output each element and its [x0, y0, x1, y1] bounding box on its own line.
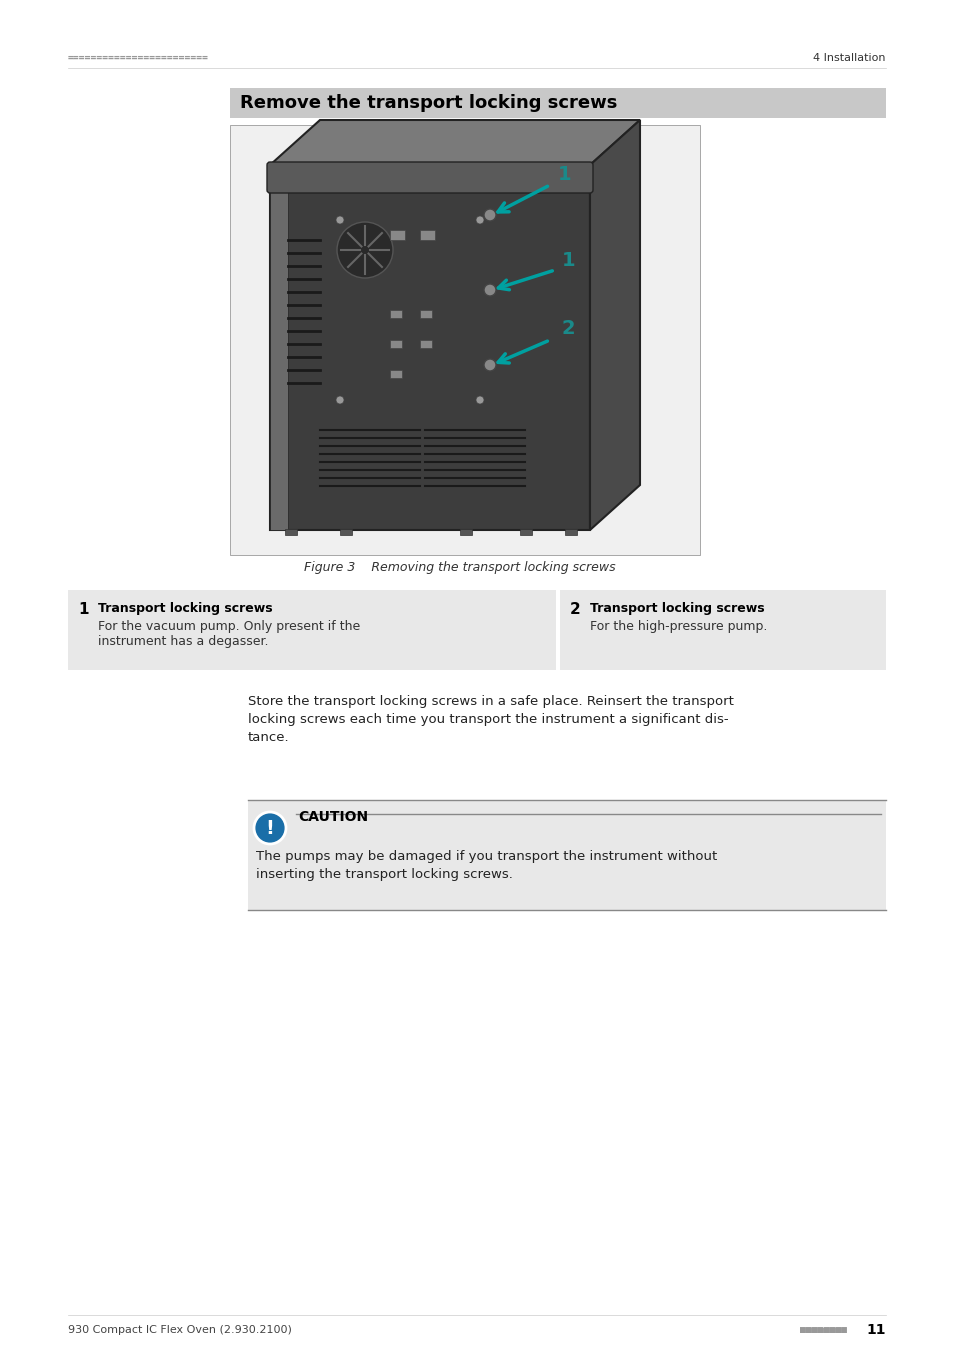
- FancyBboxPatch shape: [519, 529, 532, 535]
- Text: ========================: ========================: [68, 53, 209, 63]
- Text: 930 Compact IC Flex Oven (2.930.2100): 930 Compact IC Flex Oven (2.930.2100): [68, 1324, 292, 1335]
- Text: 1: 1: [78, 602, 89, 617]
- Text: !: !: [265, 818, 274, 837]
- Polygon shape: [589, 120, 639, 531]
- FancyBboxPatch shape: [559, 590, 885, 670]
- Polygon shape: [270, 120, 639, 165]
- FancyBboxPatch shape: [419, 230, 435, 240]
- FancyBboxPatch shape: [419, 310, 432, 319]
- FancyBboxPatch shape: [390, 370, 401, 378]
- FancyBboxPatch shape: [390, 310, 401, 319]
- Text: 4 Installation: 4 Installation: [813, 53, 885, 63]
- Text: ■■■■■■■■: ■■■■■■■■: [800, 1324, 852, 1335]
- Circle shape: [476, 216, 483, 224]
- Text: 1: 1: [558, 166, 571, 185]
- FancyBboxPatch shape: [248, 801, 885, 910]
- Circle shape: [483, 209, 496, 221]
- Text: 1: 1: [561, 251, 575, 270]
- Text: 11: 11: [865, 1323, 885, 1336]
- Text: Figure 3    Removing the transport locking screws: Figure 3 Removing the transport locking …: [304, 562, 616, 575]
- FancyBboxPatch shape: [270, 165, 288, 531]
- Circle shape: [483, 359, 496, 371]
- FancyBboxPatch shape: [390, 230, 405, 240]
- FancyBboxPatch shape: [285, 529, 296, 535]
- Text: Transport locking screws: Transport locking screws: [589, 602, 763, 616]
- Text: 2: 2: [561, 319, 575, 338]
- Text: 2: 2: [569, 602, 580, 617]
- FancyBboxPatch shape: [459, 529, 472, 535]
- Circle shape: [253, 811, 286, 844]
- FancyBboxPatch shape: [68, 590, 556, 670]
- Circle shape: [335, 396, 344, 404]
- Circle shape: [483, 284, 496, 296]
- Circle shape: [335, 216, 344, 224]
- FancyBboxPatch shape: [390, 340, 401, 348]
- Text: For the high-pressure pump.: For the high-pressure pump.: [589, 620, 766, 633]
- FancyBboxPatch shape: [339, 529, 352, 535]
- Text: CAUTION: CAUTION: [297, 810, 368, 824]
- FancyBboxPatch shape: [564, 529, 577, 535]
- FancyBboxPatch shape: [230, 126, 700, 555]
- Circle shape: [336, 221, 393, 278]
- FancyBboxPatch shape: [230, 88, 885, 117]
- Text: Store the transport locking screws in a safe place. Reinsert the transport
locki: Store the transport locking screws in a …: [248, 695, 733, 744]
- Circle shape: [476, 396, 483, 404]
- FancyBboxPatch shape: [267, 162, 593, 193]
- Text: Transport locking screws: Transport locking screws: [98, 602, 273, 616]
- FancyBboxPatch shape: [419, 340, 432, 348]
- Text: The pumps may be damaged if you transport the instrument without
inserting the t: The pumps may be damaged if you transpor…: [255, 850, 717, 882]
- FancyBboxPatch shape: [270, 165, 589, 531]
- Text: Remove the transport locking screws: Remove the transport locking screws: [240, 95, 617, 112]
- Text: For the vacuum pump. Only present if the
instrument has a degasser.: For the vacuum pump. Only present if the…: [98, 620, 360, 648]
